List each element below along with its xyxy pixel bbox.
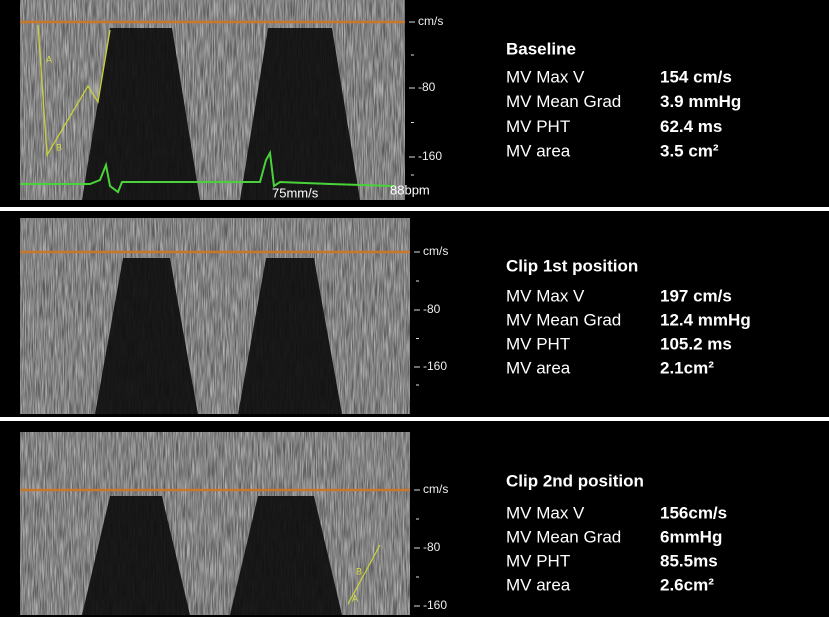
measure-value: 62.4 ms <box>660 117 722 136</box>
measure-value: 2.1cm² <box>660 358 714 377</box>
axis-label: -160 <box>418 149 442 163</box>
doppler-panel <box>20 432 410 615</box>
measure-label: MV PHT <box>506 117 570 136</box>
measure-value: 2.6cm² <box>660 575 714 594</box>
doppler-panel <box>20 218 410 414</box>
axis-unit: cm/s <box>423 482 448 496</box>
doppler-panel <box>20 0 405 200</box>
measure-value: 156cm/s <box>660 503 727 522</box>
measure-value: 12.4 mmHg <box>660 310 751 329</box>
figure: cm/s -80 -160 Baseline MV Max V 154 cm/s MV Me… <box>0 0 829 617</box>
axis-unit: cm/s <box>418 14 443 28</box>
measure-label: MV Max V <box>506 67 585 86</box>
measure-label: MV Mean Grad <box>506 310 621 329</box>
measure-value: 3.9 mmHg <box>660 92 741 111</box>
panel-title: Clip 2nd position <box>506 471 644 490</box>
separator <box>0 207 829 211</box>
sweep-speed: 75mm/s <box>272 185 319 200</box>
axis-label: -160 <box>423 598 447 612</box>
caliper-marker: A <box>46 54 52 64</box>
caliper-marker: B <box>356 566 362 576</box>
measure-label: MV Mean Grad <box>506 527 621 546</box>
caliper-marker: A <box>352 593 358 603</box>
measure-value: 85.5ms <box>660 551 718 570</box>
measure-value: 6mmHg <box>660 527 722 546</box>
measure-label: MV area <box>506 142 571 161</box>
measure-label: MV Mean Grad <box>506 92 621 111</box>
speckle <box>20 432 410 615</box>
separator <box>0 417 829 421</box>
axis-unit: cm/s <box>423 244 448 258</box>
measure-label: MV PHT <box>506 551 570 570</box>
panel-title: Clip 1st position <box>506 256 638 275</box>
axis-label: -160 <box>423 359 447 373</box>
measure-label: MV Max V <box>506 503 585 522</box>
measure-label: MV Max V <box>506 286 585 305</box>
measure-label: MV area <box>506 575 571 594</box>
speckle <box>20 218 410 414</box>
measure-label: MV area <box>506 358 571 377</box>
heart-rate: 88bpm <box>390 182 430 197</box>
caliper-marker: B <box>56 142 62 152</box>
measure-label: MV PHT <box>506 334 570 353</box>
measure-value: 105.2 ms <box>660 334 732 353</box>
measure-value: 197 cm/s <box>660 286 732 305</box>
axis-label: -80 <box>423 540 441 554</box>
measure-value: 3.5 cm² <box>660 142 719 161</box>
panel-title: Baseline <box>506 39 576 58</box>
measure-value: 154 cm/s <box>660 67 732 86</box>
axis-label: -80 <box>418 80 436 94</box>
axis-label: -80 <box>423 302 441 316</box>
